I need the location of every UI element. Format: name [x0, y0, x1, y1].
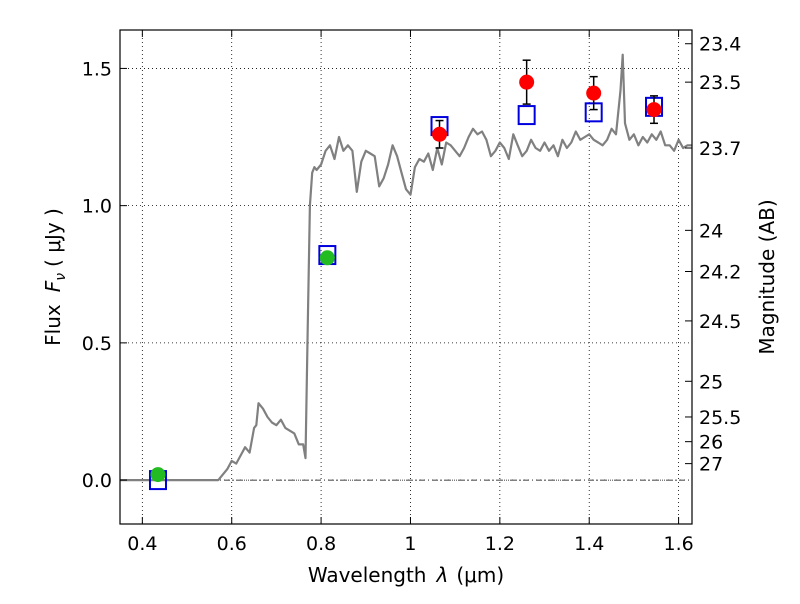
- x-tick-label: 0.8: [306, 533, 336, 555]
- magnitude-tick-label: 27: [699, 454, 723, 476]
- observed-point: [519, 74, 535, 90]
- model-photometry-square: [517, 105, 536, 126]
- magnitude-tick-label: 23.4: [699, 34, 741, 56]
- magnitude-tick-label: 24.2: [699, 262, 741, 284]
- x-tick-label: 1.2: [485, 533, 515, 555]
- observed-point: [319, 250, 335, 266]
- magnitude-tick-label: 24: [699, 220, 723, 242]
- x-axis-label: Wavelength λ (μm): [308, 563, 504, 587]
- observed-point: [586, 85, 602, 101]
- y-tick-label: 0.0: [82, 470, 112, 492]
- observed-point: [646, 102, 662, 118]
- magnitude-tick-label: 25.5: [699, 407, 741, 429]
- magnitude-tick-label: 23.5: [699, 72, 741, 94]
- magnitude-tick-label: 23.7: [699, 138, 741, 160]
- grid-lines: [120, 30, 692, 524]
- x-tick-label: 1.4: [574, 533, 604, 555]
- spectrum-line: [120, 53, 692, 482]
- y-tick-label: 1.5: [82, 58, 112, 80]
- x-tick-label: 0.6: [217, 533, 247, 555]
- observed-point: [432, 126, 448, 142]
- y-axis-label: FluxFν( μJy ): [41, 208, 69, 346]
- y-tick-label: 1.0: [82, 196, 112, 218]
- magnitude-tick-label: 25: [699, 371, 723, 393]
- magnitude-tick-label: 26: [699, 432, 723, 454]
- y-tick-label: 0.5: [82, 333, 112, 355]
- y-axis-ticks: 0.0 0.5 1.0 1.5: [82, 58, 127, 492]
- magnitude-axis-label: Magnitude (AB): [755, 199, 779, 354]
- observed-point: [150, 467, 166, 483]
- plot-area: [120, 53, 692, 491]
- plot-frame: [119, 29, 693, 525]
- x-tick-label: 1.6: [663, 533, 693, 555]
- magnitude-tick-label: 24.5: [699, 311, 741, 333]
- x-axis-ticks: 0.4 0.6 0.8 1 1.2 1.4 1.6: [127, 30, 694, 555]
- x-tick-label: 0.4: [127, 533, 157, 555]
- x-tick-label: 1: [404, 533, 416, 555]
